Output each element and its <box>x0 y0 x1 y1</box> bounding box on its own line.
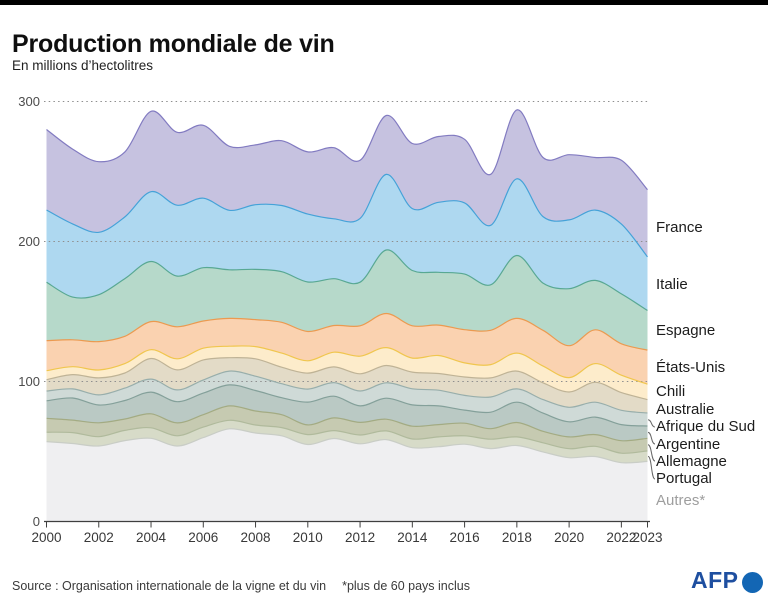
edge-italie <box>46 173 648 258</box>
edge-portugal <box>46 419 648 454</box>
area-argentine <box>46 384 648 441</box>
x-axis-label-2018: 2018 <box>501 530 532 545</box>
edge-autres- <box>46 428 648 464</box>
area-autres- <box>46 428 648 522</box>
edge--tats-unis <box>46 312 648 351</box>
series-label-italie: Italie <box>656 276 688 293</box>
top-black-bar <box>0 0 768 5</box>
y-axis-label-200: 200 <box>18 233 40 249</box>
y-axis-label-100: 100 <box>18 373 40 389</box>
edge-australie <box>46 356 648 401</box>
x-axis-label-2008: 2008 <box>240 530 271 545</box>
x-axis-label-2014: 2014 <box>397 530 428 545</box>
series-label-allemagne: Allemagne <box>656 453 727 470</box>
x-axis-label-2002: 2002 <box>83 530 114 545</box>
edge-france <box>46 109 648 191</box>
edge-espagne <box>46 249 648 312</box>
afp-logo: AFP <box>691 567 763 594</box>
x-axis-label-2004: 2004 <box>135 530 167 545</box>
x-axis-label-2006: 2006 <box>188 530 219 545</box>
area--tats-unis <box>46 313 648 385</box>
area-afrique-du-sud <box>46 371 648 426</box>
x-axis-label-2016: 2016 <box>449 530 480 545</box>
area-portugal <box>46 420 648 463</box>
area-chili <box>46 345 648 400</box>
leader-line <box>647 444 656 462</box>
series-label-afrique-du-sud: Afrique du Sud <box>656 418 756 435</box>
series-label-espagne: Espagne <box>656 322 716 339</box>
x-axis-label-2010: 2010 <box>292 530 323 545</box>
leader-line <box>647 419 656 428</box>
series-label-etats-unis: États-Unis <box>656 359 726 376</box>
series-label-autres: Autres* <box>656 492 706 509</box>
area-italie <box>46 174 648 311</box>
y-axis-label-300: 300 <box>18 93 40 109</box>
page-title: Production mondiale de vin <box>12 29 335 58</box>
footnote-text: *plus de 60 pays inclus <box>342 579 470 593</box>
source-text: Source : Organisation internationale de … <box>12 579 327 593</box>
series-label-argentine: Argentine <box>656 436 721 453</box>
afp-logo-text: AFP <box>691 567 739 593</box>
x-axis-label-2012: 2012 <box>345 530 376 545</box>
chart-unit-subtitle: En millions d’hectolitres <box>12 58 154 73</box>
series-label-france: France <box>656 219 703 236</box>
series-label-chili: Chili <box>656 383 686 400</box>
series-label-portugal: Portugal <box>656 470 712 487</box>
x-axis-label-2023: 2023 <box>632 530 663 545</box>
x-axis-label-2020: 2020 <box>554 530 585 545</box>
leader-line <box>647 431 656 445</box>
edge-chili <box>46 345 648 385</box>
afp-globe-icon <box>741 571 763 593</box>
x-axis-label-2022: 2022 <box>606 530 637 545</box>
y-axis-label-0: 0 <box>32 513 40 529</box>
x-axis-label-2000: 2000 <box>31 530 62 545</box>
area-espagne <box>46 249 648 351</box>
leader-line <box>647 455 656 480</box>
source-line: Source : Organisation internationale de … <box>12 579 470 593</box>
area-australie <box>46 357 648 413</box>
series-label-australie: Australie <box>656 401 715 418</box>
edge-allemagne <box>46 405 648 442</box>
edge-argentine <box>46 384 648 427</box>
edge-afrique-du-sud <box>46 370 648 414</box>
area-france <box>46 109 648 257</box>
